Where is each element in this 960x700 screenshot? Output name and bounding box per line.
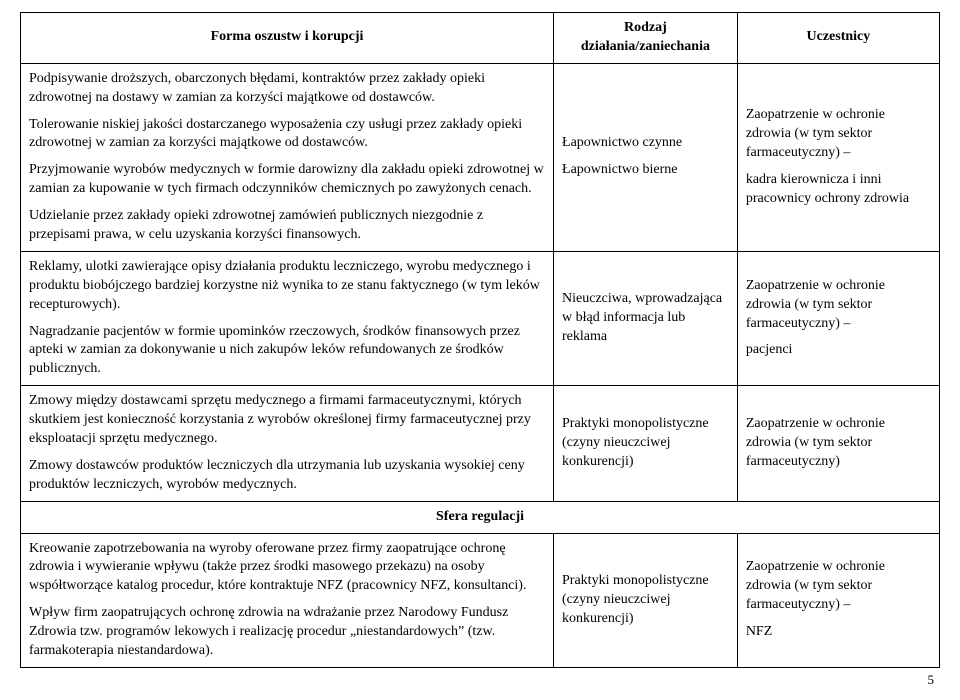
cell-rodzaj-paragraph: Praktyki monopolistyczne (czyny nieuczci…: [562, 415, 729, 472]
cell-forma-paragraph: Tolerowanie niskiej jakości dostarczaneg…: [29, 116, 545, 154]
table-row: Zmowy między dostawcami sprzętu medyczne…: [21, 386, 940, 501]
cell-forma-paragraph: Zmowy dostawców produktów leczniczych dl…: [29, 457, 545, 495]
cell-forma-paragraph: Reklamy, ulotki zawierające opisy działa…: [29, 258, 545, 315]
cell-forma: Reklamy, ulotki zawierające opisy działa…: [21, 251, 554, 385]
cell-uczestnicy-paragraph: Zaopatrzenie w ochronie zdrowia (w tym s…: [746, 415, 931, 472]
header-col3: Uczestnicy: [737, 13, 939, 64]
table-header-row: Forma oszustw i korupcji Rodzaj działani…: [21, 13, 940, 64]
cell-rodzaj-paragraph: Łapownictwo bierne: [562, 161, 729, 180]
cell-forma-paragraph: Podpisywanie droższych, obarczonych błęd…: [29, 70, 545, 108]
cell-uczestnicy-paragraph: Zaopatrzenie w ochronie zdrowia (w tym s…: [746, 106, 931, 163]
cell-uczestnicy: Zaopatrzenie w ochronie zdrowia (w tym s…: [737, 386, 939, 501]
cell-rodzaj-paragraph: Praktyki monopolistyczne (czyny nieuczci…: [562, 572, 729, 629]
cell-uczestnicy: Zaopatrzenie w ochronie zdrowia (w tym s…: [737, 533, 939, 667]
table-row: Kreowanie zapotrzebowania na wyroby ofer…: [21, 533, 940, 667]
cell-rodzaj: Praktyki monopolistyczne (czyny nieuczci…: [554, 533, 738, 667]
cell-uczestnicy-paragraph: NFZ: [746, 623, 931, 642]
header-col1: Forma oszustw i korupcji: [21, 13, 554, 64]
cell-forma-paragraph: Nagradzanie pacjentów w formie upominków…: [29, 323, 545, 380]
cell-forma-paragraph: Udzielanie przez zakłady opieki zdrowotn…: [29, 207, 545, 245]
cell-uczestnicy: Zaopatrzenie w ochronie zdrowia (w tym s…: [737, 251, 939, 385]
cell-rodzaj-paragraph: Łapownictwo czynne: [562, 134, 729, 153]
cell-forma: Zmowy między dostawcami sprzętu medyczne…: [21, 386, 554, 501]
section-header-row: Sfera regulacji: [21, 501, 940, 533]
cell-uczestnicy-paragraph: pacjenci: [746, 341, 931, 360]
cell-forma-paragraph: Wpływ firm zaopatrujących ochronę zdrowi…: [29, 604, 545, 661]
section-header: Sfera regulacji: [21, 501, 940, 533]
page-number: 5: [20, 672, 940, 688]
cell-uczestnicy-paragraph: Zaopatrzenie w ochronie zdrowia (w tym s…: [746, 558, 931, 615]
cell-forma: Podpisywanie droższych, obarczonych błęd…: [21, 63, 554, 251]
cell-forma-paragraph: Przyjmowanie wyrobów medycznych w formie…: [29, 161, 545, 199]
cell-rodzaj: Nieuczciwa, wprowadzająca w błąd informa…: [554, 251, 738, 385]
cell-rodzaj-paragraph: Nieuczciwa, wprowadzająca w błąd informa…: [562, 290, 729, 347]
cell-uczestnicy-paragraph: Zaopatrzenie w ochronie zdrowia (w tym s…: [746, 277, 931, 334]
header-col2: Rodzaj działania/zaniechania: [554, 13, 738, 64]
cell-rodzaj: Łapownictwo czynne Łapownictwo bierne: [554, 63, 738, 251]
cell-uczestnicy: Zaopatrzenie w ochronie zdrowia (w tym s…: [737, 63, 939, 251]
table-row: Podpisywanie droższych, obarczonych błęd…: [21, 63, 940, 251]
cell-uczestnicy-paragraph: kadra kierownicza i inni pracownicy ochr…: [746, 171, 931, 209]
cell-forma-paragraph: Zmowy między dostawcami sprzętu medyczne…: [29, 392, 545, 449]
table-row: Reklamy, ulotki zawierające opisy działa…: [21, 251, 940, 385]
cell-rodzaj: Praktyki monopolistyczne (czyny nieuczci…: [554, 386, 738, 501]
fraud-table: Forma oszustw i korupcji Rodzaj działani…: [20, 12, 940, 668]
cell-forma-paragraph: Kreowanie zapotrzebowania na wyroby ofer…: [29, 540, 545, 597]
cell-forma: Kreowanie zapotrzebowania na wyroby ofer…: [21, 533, 554, 667]
